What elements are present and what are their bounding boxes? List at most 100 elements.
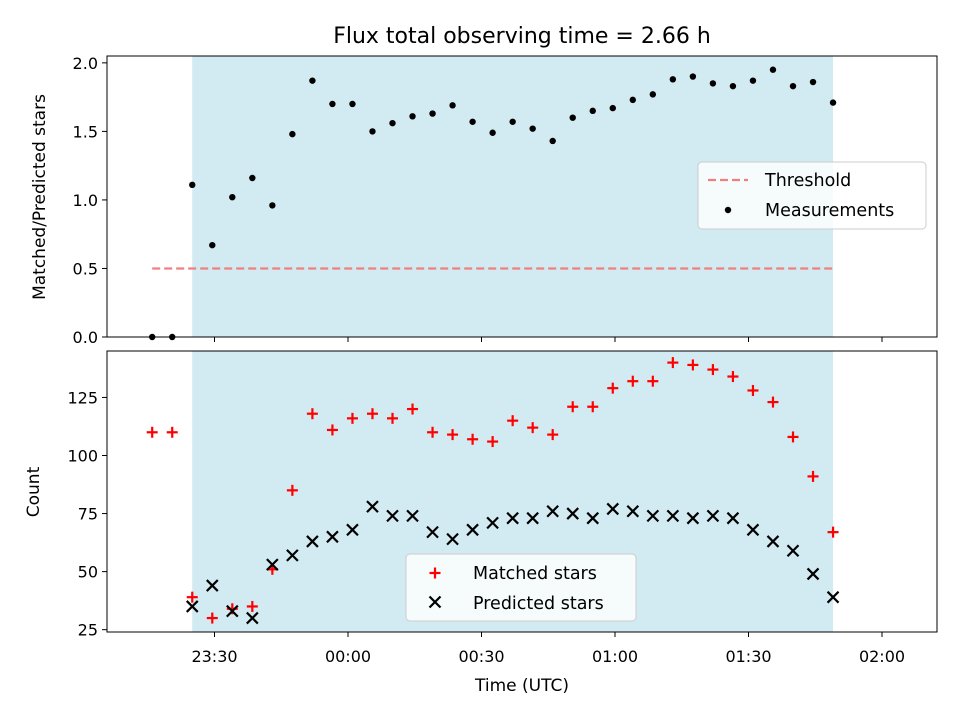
- cross-b: [766, 535, 780, 548]
- cross-b: [246, 611, 259, 625]
- predicted-star-point: [646, 509, 660, 523]
- matched-star-point: [326, 424, 338, 436]
- measurement-point: [489, 129, 496, 136]
- matched-star-point: [387, 412, 398, 424]
- y-tick-label: 100: [67, 447, 98, 466]
- predicted-star-point: [626, 504, 640, 518]
- predicted-star-point: [786, 544, 800, 557]
- predicted-star-point: [566, 507, 580, 520]
- predicted-star-point: [466, 523, 479, 537]
- x-tick-label: 23:30: [191, 647, 237, 666]
- predicted-star-point: [746, 523, 760, 537]
- matched-star-point: [647, 375, 659, 387]
- cross-b: [586, 511, 600, 525]
- predicted-star-point: [446, 532, 459, 546]
- ratio-panel-frame: [106, 55, 938, 338]
- count-y-axis-label: Count: [24, 466, 44, 517]
- ratio-panel: 0.0 0.5 1.0 1.5 2.0 Threshold Measurements: [73, 54, 938, 347]
- cross-b: [746, 523, 760, 537]
- measurement-point: [609, 104, 616, 112]
- cross-b: [366, 500, 379, 513]
- matched-star-point: [507, 415, 519, 427]
- measurement-point: [829, 99, 837, 106]
- y-tick-label: 1.5: [73, 122, 98, 141]
- matched-star-point: [467, 433, 479, 445]
- legend-predicted-swatch: [428, 595, 442, 609]
- matched-star-point: [246, 600, 258, 612]
- y-tick-label: 25: [78, 621, 98, 640]
- cross-b: [286, 549, 299, 562]
- predicted-star-point: [366, 500, 379, 513]
- cross-b: [786, 544, 800, 557]
- predicted-star-point: [706, 509, 720, 523]
- cross-b: [626, 504, 640, 518]
- y-tick-label: 0.0: [73, 328, 98, 347]
- count-panel: 25 50 75 100 125 23:30 00:00 00:30 01:00 01:30 02:…: [67, 350, 938, 666]
- y-tick-label: 2.0: [73, 54, 98, 73]
- cross-b: [426, 525, 439, 539]
- predicted-star-point: [426, 525, 439, 539]
- y-tick-label: 50: [78, 563, 98, 582]
- measurement-point: [369, 128, 376, 135]
- matched-star-point: [286, 484, 298, 496]
- legend-matched-label: Matched stars: [473, 564, 597, 584]
- measurement-point: [389, 119, 396, 127]
- predicted-star-point: [226, 604, 239, 618]
- matched-star-point: [627, 375, 639, 387]
- predicted-star-point: [386, 509, 399, 523]
- measurement-point: [349, 100, 356, 108]
- matched-star-point: [787, 431, 799, 443]
- predicted-star-point: [606, 502, 620, 516]
- measurement-point: [509, 118, 516, 125]
- measurement-point: [309, 77, 316, 84]
- measurement-point: [729, 82, 737, 90]
- predicted-star-point: [185, 600, 199, 613]
- matched-star-point: [567, 401, 579, 413]
- measurement-point: [709, 80, 717, 87]
- predicted-star-point: [486, 516, 499, 530]
- matched-star-point: [206, 612, 218, 624]
- cross-b: [666, 509, 680, 523]
- measurement-point: [209, 241, 216, 249]
- legend-box: [697, 161, 927, 230]
- y-tick-label: 75: [78, 505, 98, 524]
- cross-b: [466, 523, 479, 537]
- cross-b: [306, 535, 319, 548]
- cross-b: [386, 509, 399, 523]
- x-tick-label: 01:00: [592, 647, 638, 666]
- predicted-star-point: [586, 511, 600, 525]
- matched-star-point: [607, 382, 619, 394]
- matched-star-point: [667, 357, 679, 369]
- cross-b: [646, 509, 660, 523]
- cross-b: [606, 502, 620, 516]
- cross-b: [686, 511, 700, 525]
- cross-b: [326, 530, 339, 544]
- matched-star-point: [487, 436, 499, 448]
- measurement-point: [629, 96, 636, 104]
- predicted-star-point: [506, 511, 519, 525]
- cross-b: [506, 511, 519, 525]
- matched-star-point: [166, 426, 178, 438]
- predicted-star-point: [546, 504, 559, 518]
- y-tick-label: 125: [67, 388, 98, 407]
- matched-star-point: [707, 364, 719, 376]
- predicted-star-point: [766, 535, 780, 548]
- matched-star-point: [407, 403, 419, 415]
- cross-b: [205, 579, 219, 592]
- predicted-star-point: [666, 509, 680, 523]
- predicted-star-point: [526, 511, 539, 525]
- legend-threshold-label: Threshold: [764, 171, 851, 191]
- predicted-star-point: [306, 535, 319, 548]
- measurement-point: [649, 91, 657, 98]
- predicted-star-point: [246, 611, 259, 625]
- cross-b: [428, 595, 442, 609]
- measurement-point: [769, 66, 777, 73]
- matched-star-point: [767, 396, 779, 408]
- predicted-star-point: [326, 530, 339, 544]
- matched-star-point: [186, 591, 198, 603]
- measurement-point: [469, 118, 476, 125]
- matched-star-point: [827, 526, 839, 538]
- cross-b: [566, 507, 580, 520]
- x-axis-label: Time (UTC): [474, 676, 569, 696]
- predicted-star-point: [826, 590, 840, 604]
